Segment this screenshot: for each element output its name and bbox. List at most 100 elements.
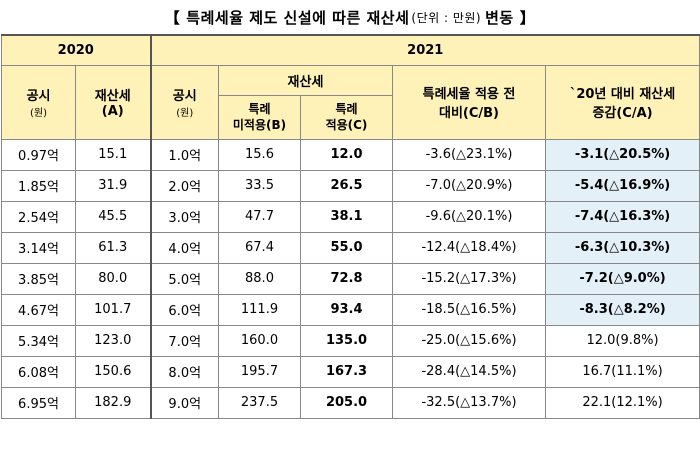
cell-change-ca: -3.1(△20.5%): [544, 138, 700, 171]
header-won-unit: (원): [29, 108, 47, 119]
cell-tax-a: 123.0: [75, 324, 151, 357]
cell-tax-c: 72.8: [300, 262, 393, 295]
cell-gongsi-2020: 3.14억: [1, 231, 76, 264]
cell-tax-a: 101.7: [75, 293, 151, 326]
table-row: 3.85억 80.0 5.0억 88.0 72.8 -15.2(△17.3%) -7.2(△…: [1, 262, 700, 295]
cell-tax-b: 47.7: [218, 200, 301, 233]
cell-gongsi-2020: 0.97억: [1, 138, 76, 171]
cell-gongsi-2021: 9.0억: [149, 386, 219, 419]
cell-gongsi-2020: 1.85억: [1, 169, 76, 202]
cell-change-ca: -8.3(△8.2%): [544, 293, 700, 326]
cell-tax-a: 182.9: [75, 386, 151, 419]
cell-gongsi-2020: 4.67억: [1, 293, 76, 326]
cell-gongsi-2021: 6.0억: [149, 293, 219, 326]
cell-change-ca: -7.4(△16.3%): [544, 200, 700, 233]
cell-gongsi-2020: 6.95억: [1, 386, 76, 419]
cell-ratio-cb: -15.2(△17.3%): [392, 262, 546, 295]
header-b-line2: 미적용(B): [232, 118, 287, 132]
cell-change-ca: 12.0(9.8%): [544, 324, 700, 357]
cell-ratio-cb: -32.5(△13.7%): [392, 386, 546, 419]
property-tax-table: 2020 2021 공시 (원) 재산세 (A) 공시 (원) 재산세 특례세율…: [1, 34, 700, 419]
cell-tax-c: 93.4: [300, 293, 393, 326]
header-gongsi-2020: 공시 (원): [1, 64, 76, 140]
title-highlight: 변동: [483, 8, 516, 27]
title-unit: (단위 : 만원): [411, 10, 482, 25]
cell-tax-c: 55.0: [300, 231, 393, 264]
cell-change-ca: -6.3(△10.3%): [544, 231, 700, 264]
cell-tax-b: 88.0: [218, 262, 301, 295]
table-row: 1.85억 31.9 2.0억 33.5 26.5 -7.0(△20.9%) -5.4(△1…: [1, 169, 700, 202]
cell-gongsi-2021: 2.0억: [149, 169, 219, 202]
cell-gongsi-2021: 5.0억: [149, 262, 219, 295]
header-gongsi-label: 공시: [26, 89, 51, 104]
header-year-2020: 2020: [1, 34, 151, 66]
cell-ratio-cb: -3.6(△23.1%): [392, 138, 546, 171]
header-b: 특례 미적용(B): [218, 94, 301, 140]
cell-change-ca: 16.7(11.1%): [544, 355, 700, 388]
table-row: 5.34억 123.0 7.0억 160.0 135.0 -25.0(△15.6%) 12.…: [1, 324, 700, 357]
table-row: 0.97억 15.1 1.0억 15.6 12.0 -3.6(△23.1%) -3.1(△2…: [1, 138, 700, 171]
header-cb-line2: 대비(C/B): [438, 106, 499, 121]
header-c: 특례 적용(C): [300, 94, 393, 140]
header-cb: 특례세율 적용 전 대비(C/B): [392, 64, 546, 140]
table-title: 【 특례세율 제도 신설에 따른 재산세 (단위 : 만원) 변동 】: [0, 0, 700, 34]
header-ca-line2: 증감(C/A): [592, 106, 653, 121]
cell-tax-a: 45.5: [75, 200, 151, 233]
cell-tax-c: 167.3: [300, 355, 393, 388]
cell-change-ca: -7.2(△9.0%): [544, 262, 700, 295]
header-tax-a: 재산세 (A): [75, 64, 151, 140]
header-b-line1: 특례: [248, 102, 271, 116]
cell-tax-c: 38.1: [300, 200, 393, 233]
title-bracket-close: 】: [519, 8, 536, 27]
header-year-2021: 2021: [149, 34, 700, 66]
cell-gongsi-2021: 7.0억: [149, 324, 219, 357]
header-tax-group: 재산세: [218, 64, 393, 96]
cell-tax-a: 31.9: [75, 169, 151, 202]
cell-change-ca: 22.1(12.1%): [544, 386, 700, 419]
header-tax-a-line2: (A): [101, 104, 124, 119]
cell-gongsi-2020: 3.85억: [1, 262, 76, 295]
cell-ratio-cb: -18.5(△16.5%): [392, 293, 546, 326]
table-row: 3.14억 61.3 4.0억 67.4 55.0 -12.4(△18.4%) -6.3(△…: [1, 231, 700, 264]
header-ca-line1: `20년 대비 재산세: [569, 87, 676, 102]
cell-tax-c: 205.0: [300, 386, 393, 419]
cell-tax-a: 15.1: [75, 138, 151, 171]
cell-ratio-cb: -9.6(△20.1%): [392, 200, 546, 233]
cell-gongsi-2021: 4.0억: [149, 231, 219, 264]
cell-tax-a: 61.3: [75, 231, 151, 264]
cell-tax-b: 195.7: [218, 355, 301, 388]
cell-tax-a: 80.0: [75, 262, 151, 295]
cell-tax-c: 12.0: [300, 138, 393, 171]
header-gongsi-label: 공시: [172, 89, 197, 104]
header-won-unit: (원): [176, 108, 194, 119]
cell-gongsi-2021: 1.0억: [149, 138, 219, 171]
title-bracket-open: 【: [164, 8, 181, 27]
cell-change-ca: -5.4(△16.9%): [544, 169, 700, 202]
cell-gongsi-2020: 2.54억: [1, 200, 76, 233]
cell-tax-c: 26.5: [300, 169, 393, 202]
table-body: 0.97억 15.1 1.0억 15.6 12.0 -3.6(△23.1%) -3.1(△2…: [1, 138, 700, 419]
header-c-line1: 특례: [335, 102, 358, 116]
cell-gongsi-2021: 8.0억: [149, 355, 219, 388]
cell-tax-c: 135.0: [300, 324, 393, 357]
cell-tax-b: 67.4: [218, 231, 301, 264]
table-row: 6.08억 150.6 8.0억 195.7 167.3 -28.4(△14.5%) 16.…: [1, 355, 700, 388]
header-c-line2: 적용(C): [325, 118, 368, 132]
table-row: 6.95억 182.9 9.0억 237.5 205.0 -32.5(△13.7%) 22.…: [1, 386, 700, 419]
table-row: 4.67억 101.7 6.0억 111.9 93.4 -18.5(△16.5%) -8.3…: [1, 293, 700, 326]
cell-tax-b: 15.6: [218, 138, 301, 171]
cell-ratio-cb: -25.0(△15.6%): [392, 324, 546, 357]
cell-gongsi-2021: 3.0억: [149, 200, 219, 233]
cell-ratio-cb: -7.0(△20.9%): [392, 169, 546, 202]
header-tax-a-line1: 재산세: [94, 89, 131, 104]
cell-tax-b: 160.0: [218, 324, 301, 357]
cell-tax-b: 237.5: [218, 386, 301, 419]
cell-tax-b: 111.9: [218, 293, 301, 326]
header-cb-line1: 특례세율 적용 전: [422, 87, 516, 102]
cell-tax-b: 33.5: [218, 169, 301, 202]
cell-gongsi-2020: 6.08억: [1, 355, 76, 388]
table-row: 2.54억 45.5 3.0억 47.7 38.1 -9.6(△20.1%) -7.4(△1…: [1, 200, 700, 233]
title-main: 특례세율 제도 신설에 따른 재산세: [186, 8, 410, 27]
header-gongsi-2021: 공시 (원): [149, 64, 219, 140]
cell-gongsi-2020: 5.34억: [1, 324, 76, 357]
